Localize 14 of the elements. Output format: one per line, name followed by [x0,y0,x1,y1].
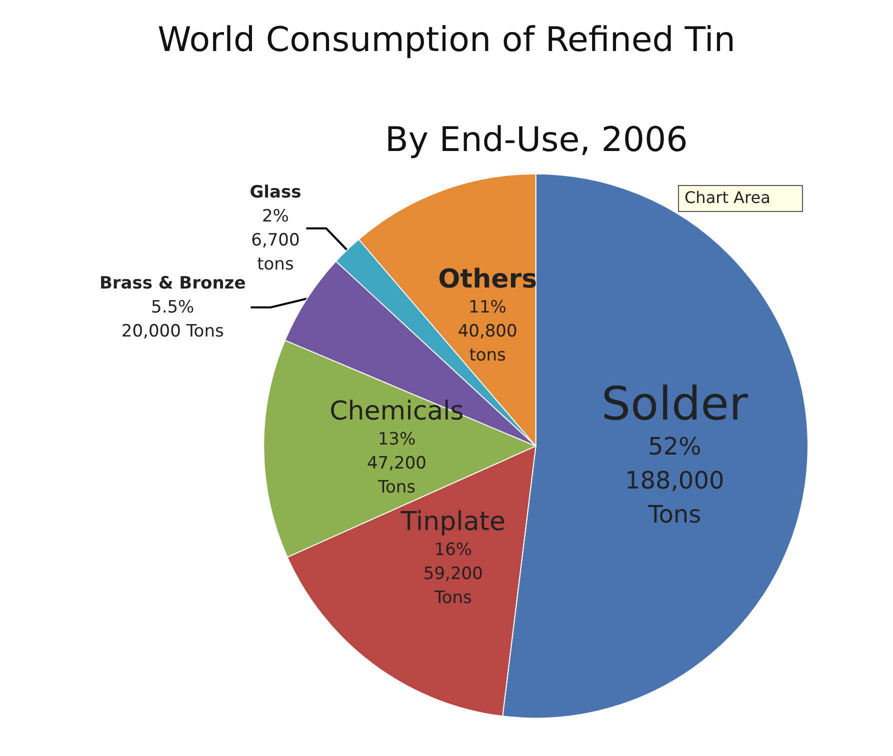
data-label: 2% 6,700 tons [251,206,300,274]
slice-label: Brass & Bronze [99,273,246,294]
slice-label: Tinplate [400,506,506,537]
text: Chart Area [684,188,770,207]
data-label: 5.5% 20,000 Tons [121,297,224,342]
data-label: 11% 40,800 tons [458,298,518,366]
slice-label: Glass [250,182,302,202]
chart-subtitle: By End-Use, 2006 [385,120,688,160]
chart-title: World Consumption of Refined Tin [158,20,736,60]
slice-label: Chemicals [330,396,464,427]
data-label: 52% 188,000 Tons [624,432,724,529]
data-label: 16% 59,200 Tons [423,540,483,608]
slice-label: Solder [601,376,748,431]
data-label: 13% 47,200 Tons [366,430,426,498]
